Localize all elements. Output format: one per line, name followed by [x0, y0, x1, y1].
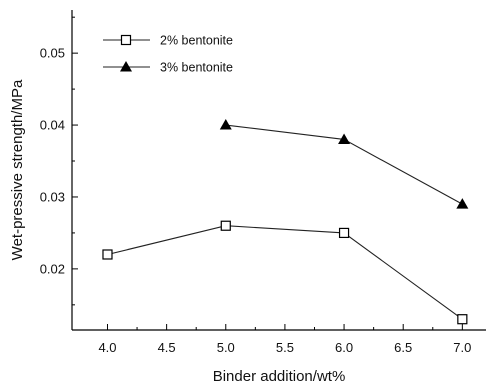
x-axis-title: Binder addition/wt%: [213, 368, 346, 385]
x-tick-label: 4.5: [158, 340, 176, 355]
legend-label: 3% bentonite: [160, 61, 233, 75]
y-tick-label: 0.03: [40, 189, 65, 204]
data-point: [338, 227, 350, 239]
series-group: [102, 119, 469, 325]
x-tick-label: 4.0: [98, 340, 116, 355]
data-point: [219, 119, 232, 130]
data-point: [338, 133, 351, 144]
y-axis-title: Wet-pressive strength/MPa: [9, 79, 26, 260]
x-tick-label: 5.5: [276, 340, 294, 355]
series-2: [219, 119, 469, 209]
legend-marker: [120, 61, 132, 72]
y-tick-label: 0.05: [40, 46, 65, 61]
data-point: [220, 220, 231, 231]
y-tick-label: 0.04: [40, 118, 65, 133]
x-tick-label: 6.0: [335, 340, 353, 355]
x-tick-label: 7.0: [453, 340, 471, 355]
x-tick-label: 5.0: [217, 340, 235, 355]
plot-axes: [71, 10, 486, 331]
legend-marker: [120, 34, 132, 46]
data-point: [457, 314, 468, 325]
legend: 2% bentonite 3% bentonite: [103, 34, 233, 75]
data-point: [456, 198, 469, 209]
x-tick-label: 6.5: [394, 340, 412, 355]
series-line: [107, 225, 463, 320]
legend-label: 2% bentonite: [160, 34, 233, 48]
series-1: [102, 220, 468, 325]
axis-ticks: 4.0 4.5 5.0 5.5 6.0 6.5 7.0 0.02 0.03 0.04 0.05: [40, 16, 471, 355]
y-tick-label: 0.02: [40, 261, 65, 276]
data-point: [102, 249, 113, 260]
